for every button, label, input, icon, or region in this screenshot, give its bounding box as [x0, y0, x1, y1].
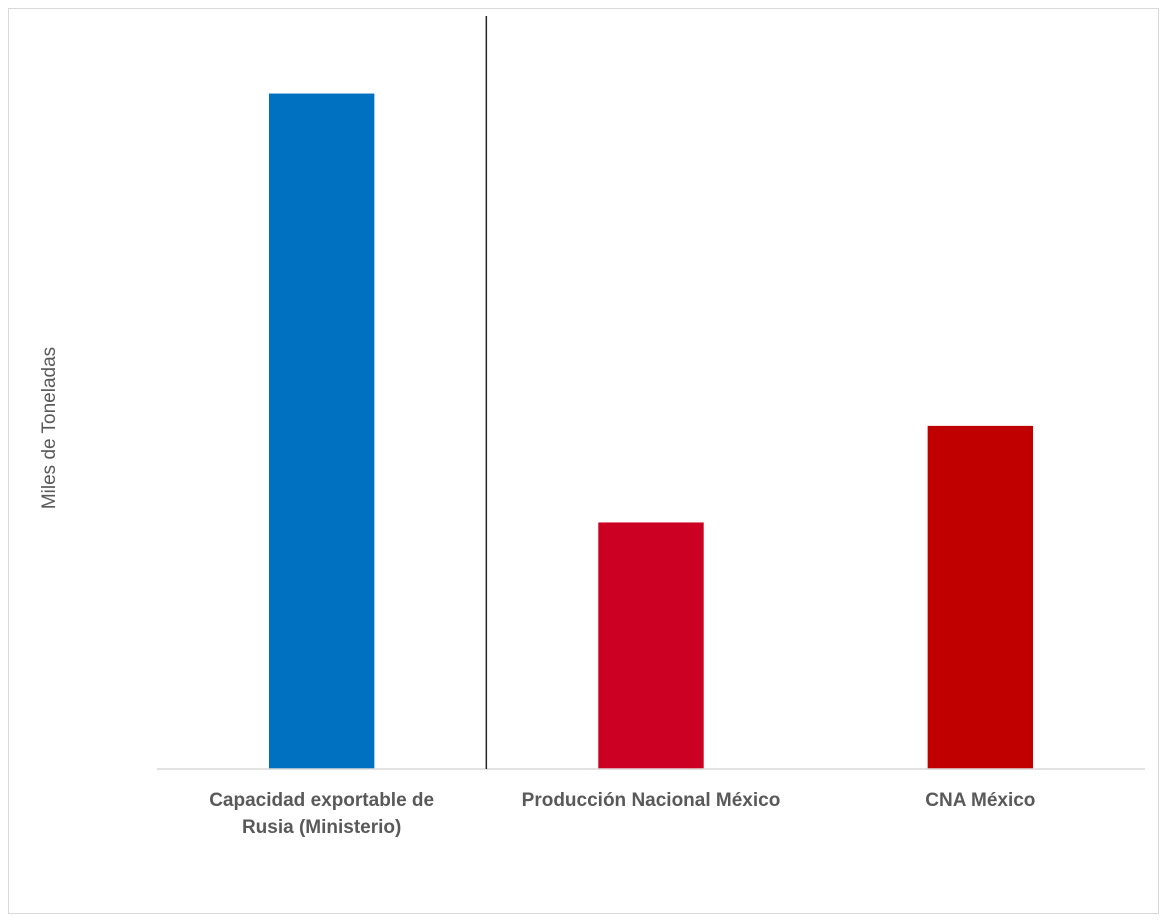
bar-1: [268, 93, 375, 769]
x-tick-label-1: Capacidad exportable de Rusia (Ministerio…: [209, 790, 434, 838]
x-tick-label-line: Producción Nacional México: [522, 790, 781, 811]
category-labels-group: Capacidad exportable de Rusia (Ministerio…: [209, 790, 1035, 838]
x-tick-label-line: Capacidad exportable de: [209, 790, 434, 811]
bars-group: [268, 93, 1034, 769]
bar-3: [927, 425, 1034, 769]
x-tick-label-2: Producción Nacional México: [522, 790, 781, 811]
x-tick-label-3: CNA México: [925, 790, 1035, 811]
bar-2: [598, 522, 704, 769]
x-tick-label-line: CNA México: [925, 790, 1035, 811]
y-axis-title: Miles de Toneladas: [39, 347, 60, 509]
x-tick-label-line: Rusia (Ministerio): [242, 817, 401, 838]
